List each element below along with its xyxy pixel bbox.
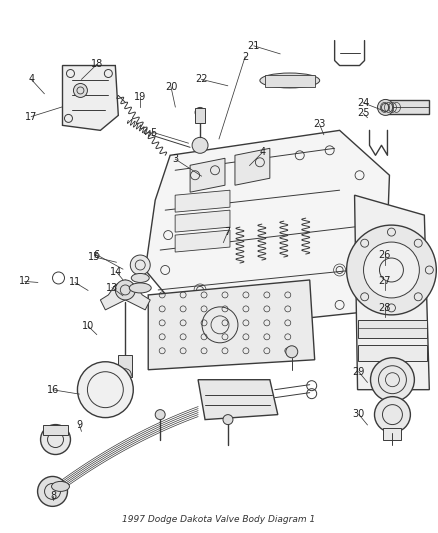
Text: 13: 13 bbox=[106, 283, 118, 293]
Circle shape bbox=[41, 425, 71, 455]
Circle shape bbox=[38, 477, 67, 506]
Text: 8: 8 bbox=[50, 491, 56, 501]
Bar bbox=[384, 427, 401, 440]
Text: 1997 Dodge Dakota Valve Body Diagram 1: 1997 Dodge Dakota Valve Body Diagram 1 bbox=[122, 515, 316, 524]
Circle shape bbox=[192, 138, 208, 154]
Polygon shape bbox=[175, 210, 230, 232]
Text: 30: 30 bbox=[353, 409, 365, 419]
Text: 6: 6 bbox=[94, 250, 100, 260]
Text: 15: 15 bbox=[88, 252, 101, 262]
Circle shape bbox=[223, 415, 233, 425]
Text: 5: 5 bbox=[150, 127, 157, 138]
Text: 16: 16 bbox=[47, 385, 59, 395]
Text: 23: 23 bbox=[313, 119, 325, 129]
Bar bbox=[357, 320, 427, 338]
Circle shape bbox=[115, 280, 135, 300]
Polygon shape bbox=[175, 230, 230, 252]
Bar bbox=[265, 76, 314, 87]
Text: 4: 4 bbox=[260, 147, 266, 157]
Text: 14: 14 bbox=[110, 267, 123, 277]
Bar bbox=[385, 100, 429, 115]
Text: 28: 28 bbox=[379, 303, 391, 313]
Polygon shape bbox=[235, 148, 270, 185]
Polygon shape bbox=[198, 379, 278, 419]
Circle shape bbox=[378, 100, 393, 116]
Text: 9: 9 bbox=[76, 420, 82, 430]
Text: 24: 24 bbox=[357, 98, 369, 108]
Text: 17: 17 bbox=[25, 111, 37, 122]
Bar bbox=[42, 425, 68, 434]
Circle shape bbox=[346, 225, 436, 315]
Ellipse shape bbox=[131, 273, 149, 282]
Text: 7: 7 bbox=[225, 227, 231, 237]
Circle shape bbox=[74, 84, 88, 98]
Text: 22: 22 bbox=[195, 75, 208, 84]
Ellipse shape bbox=[52, 481, 70, 491]
Circle shape bbox=[130, 255, 150, 275]
Bar bbox=[357, 345, 427, 361]
Text: 19: 19 bbox=[134, 92, 147, 102]
Circle shape bbox=[364, 242, 419, 298]
Circle shape bbox=[374, 397, 410, 433]
Polygon shape bbox=[190, 158, 225, 192]
Polygon shape bbox=[148, 280, 314, 370]
Polygon shape bbox=[175, 190, 230, 212]
Text: 26: 26 bbox=[379, 250, 391, 260]
Text: 18: 18 bbox=[91, 60, 103, 69]
Bar bbox=[118, 355, 132, 377]
Polygon shape bbox=[63, 66, 118, 131]
Text: 4: 4 bbox=[28, 75, 34, 84]
Circle shape bbox=[78, 362, 133, 417]
Text: 3: 3 bbox=[172, 154, 178, 164]
Polygon shape bbox=[355, 195, 429, 390]
Polygon shape bbox=[145, 131, 389, 330]
Circle shape bbox=[371, 358, 414, 402]
Ellipse shape bbox=[129, 283, 151, 293]
Text: 10: 10 bbox=[82, 321, 94, 331]
Bar bbox=[195, 108, 205, 123]
Text: 2: 2 bbox=[242, 52, 248, 61]
Text: 20: 20 bbox=[165, 82, 177, 92]
Text: 12: 12 bbox=[18, 277, 31, 286]
Text: 29: 29 bbox=[353, 367, 365, 377]
Ellipse shape bbox=[260, 73, 320, 88]
Text: 27: 27 bbox=[379, 277, 391, 286]
Text: 11: 11 bbox=[69, 278, 81, 287]
Text: 25: 25 bbox=[357, 108, 369, 118]
Circle shape bbox=[286, 346, 298, 358]
Text: 21: 21 bbox=[248, 41, 260, 51]
Polygon shape bbox=[100, 280, 150, 310]
Circle shape bbox=[155, 410, 165, 419]
